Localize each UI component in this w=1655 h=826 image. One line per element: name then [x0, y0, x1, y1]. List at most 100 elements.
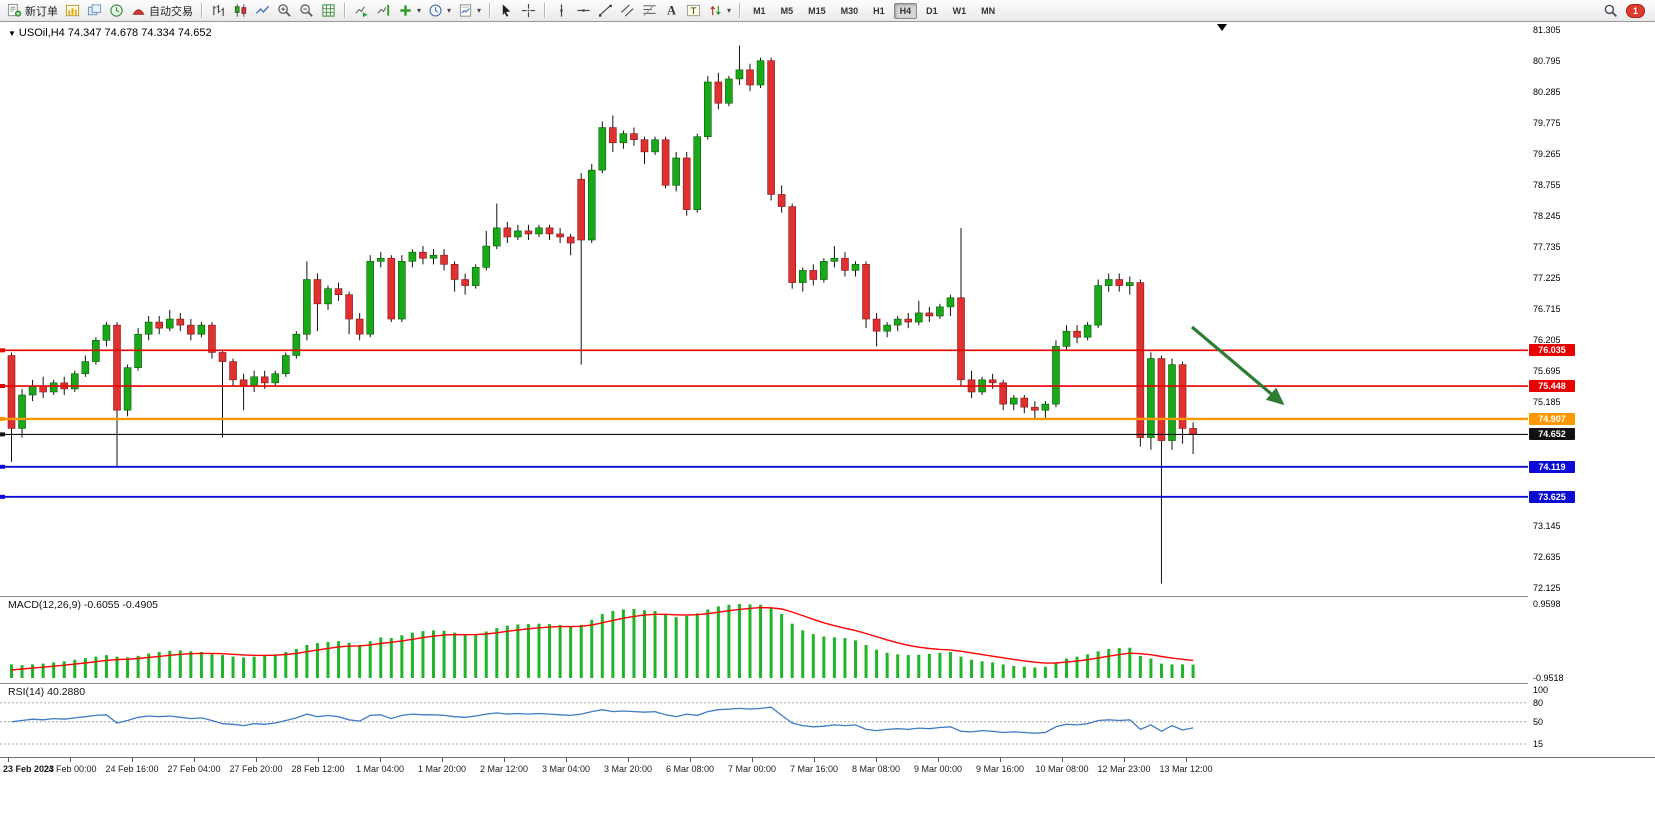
macd-histogram-bar	[548, 624, 552, 678]
macd-histogram-bar	[400, 635, 404, 678]
macd-histogram-bar	[358, 645, 362, 678]
toolbar-cursor-button[interactable]	[496, 1, 517, 21]
axis-label: 72.635	[1533, 552, 1561, 562]
time-axis-label: 6 Mar 08:00	[665, 764, 715, 774]
toolbar-templates-button[interactable]: ▾	[455, 1, 484, 21]
timeframe-m30-button[interactable]: M30	[840, 5, 859, 16]
macd-histogram-bar	[1170, 664, 1174, 678]
shapes-icon	[708, 3, 723, 18]
axis-label: 50	[1533, 716, 1544, 727]
timeframe-w1-button[interactable]: W1	[952, 5, 967, 16]
macd-histogram-bar	[410, 632, 414, 678]
chart-title: ▼ USOil,H4 74.347 74.678 74.334 74.652	[8, 27, 212, 39]
macd-histogram-bar	[991, 662, 995, 678]
rsi-panel[interactable]	[0, 684, 1528, 757]
toolbar-new-chart-button[interactable]	[62, 1, 83, 21]
price-tag: 74.907	[1529, 412, 1575, 425]
main-chart[interactable]	[0, 22, 1528, 597]
macd-histogram-bar	[526, 624, 530, 678]
toolbar-periods-button[interactable]: ▾	[425, 1, 454, 21]
one-click-trading-toggle[interactable]: ▼	[8, 29, 16, 38]
macd-histogram-bar	[1107, 648, 1111, 678]
toolbar-auto-scroll-button[interactable]	[351, 1, 372, 21]
toolbar-chart-shift-button[interactable]	[373, 1, 394, 21]
macd-histogram-bar	[917, 654, 921, 678]
macd-histogram-bar	[62, 661, 66, 678]
macd-panel[interactable]	[0, 597, 1528, 684]
svg-text:A: A	[667, 4, 676, 18]
toolbar-candlestick-chart-button[interactable]	[230, 1, 251, 21]
time-tick	[1062, 758, 1063, 762]
time-axis[interactable]: 23 Feb 2023 24 Feb 00:00 24 Feb 16:00 27 Fe…	[0, 757, 1655, 780]
toolbar-bar-chart-button[interactable]	[208, 1, 229, 21]
timeframe-h1-button[interactable]: H1	[873, 5, 885, 16]
sell-arrow-annotation[interactable]	[1190, 325, 1285, 406]
toolbar: 新订单 自动交易 ▾ ▾ ▾ A T ▾ M1 M5 M15 M30 H1 H4 D1 W1 MN 1	[0, 0, 1655, 22]
macd-histogram-bar	[347, 642, 351, 678]
macd-histogram-bar	[104, 655, 108, 678]
toolbar-zoom-out-button[interactable]	[296, 1, 317, 21]
toolbar-market-watch-button[interactable]	[106, 1, 127, 21]
macd-histogram-bar	[822, 636, 826, 678]
zoom-in-icon	[277, 3, 292, 18]
panel-separator[interactable]	[0, 596, 1655, 597]
cursor-icon	[499, 3, 514, 18]
time-tick	[752, 758, 753, 762]
toolbar-grid-button[interactable]	[318, 1, 339, 21]
time-axis-label: 9 Mar 00:00	[913, 764, 963, 774]
toolbar-autotrading-button[interactable]: 自动交易	[128, 1, 196, 21]
toolbar-profiles-button[interactable]	[84, 1, 105, 21]
timeframe-d1-button[interactable]: D1	[926, 5, 938, 16]
macd-histogram-bar	[1138, 655, 1142, 678]
macd-histogram-bar	[263, 655, 267, 678]
macd-histogram-bar	[484, 631, 488, 678]
axis-label: 75.185	[1533, 397, 1561, 407]
toolbar-line-chart-button[interactable]	[252, 1, 273, 21]
macd-histogram-bar	[780, 614, 784, 678]
toolbar-equidistant-channel-button[interactable]	[617, 1, 638, 21]
time-axis-label: 7 Mar 16:00	[789, 764, 839, 774]
toolbar-text-label-button[interactable]: T	[683, 1, 704, 21]
chevron-down-icon: ▾	[417, 6, 422, 15]
axis-label: 77.735	[1533, 242, 1561, 252]
macd-histogram-bar	[1096, 651, 1100, 678]
toolbar-separator	[201, 3, 203, 18]
axis-label: 73.145	[1533, 521, 1561, 531]
timeframe-m5-button[interactable]: M5	[780, 5, 794, 16]
indicators-icon	[398, 3, 413, 18]
toolbar-text-button[interactable]: A	[661, 1, 682, 21]
toolbar-horizontal-line-button[interactable]	[573, 1, 594, 21]
macd-histogram-bar	[716, 606, 720, 678]
timeframe-mn-button[interactable]: MN	[981, 5, 996, 16]
toolbar-search-button[interactable]	[1600, 1, 1621, 21]
price-axis[interactable]: 81.305 80.795 80.285 79.775 79.265 78.755 78.2…	[1528, 22, 1655, 757]
notification-badge[interactable]: 1	[1625, 3, 1645, 18]
timeframe-m1-button[interactable]: M1	[753, 5, 766, 16]
rsi-value: 40.2880	[47, 686, 86, 698]
time-axis-label: 2 Mar 12:00	[479, 764, 529, 774]
macd-histogram-bar	[1117, 648, 1121, 678]
chart-shift-icon	[376, 3, 391, 18]
template-icon	[458, 3, 473, 18]
toolbar-crosshair-button[interactable]	[518, 1, 539, 21]
toolbar-vertical-line-button[interactable]	[551, 1, 572, 21]
macd-histogram-bar	[178, 650, 182, 678]
toolbar-fibonacci-button[interactable]	[639, 1, 660, 21]
macd-histogram-bar	[168, 650, 172, 678]
macd-histogram-bar	[516, 624, 520, 678]
timeframe-m15-button[interactable]: M15	[808, 5, 826, 16]
toolbar-indicators-button[interactable]: ▾	[395, 1, 424, 21]
bars-icon	[211, 3, 226, 18]
time-tick	[504, 758, 505, 762]
macd-histogram-bar	[801, 630, 805, 678]
panel-separator[interactable]	[0, 683, 1655, 684]
toolbar-arrows-button[interactable]: ▾	[705, 1, 734, 21]
macd-histogram-bar	[379, 637, 383, 678]
macd-histogram-bar	[421, 631, 425, 678]
toolbar-trendline-button[interactable]	[595, 1, 616, 21]
toolbar-zoom-in-button[interactable]	[274, 1, 295, 21]
price-tag: 74.119	[1529, 460, 1575, 473]
timeframe-h4-button[interactable]: H4	[893, 2, 918, 19]
toolbar-new-order-button[interactable]: 新订单	[4, 1, 61, 21]
macd-histogram-bar	[1149, 658, 1153, 678]
